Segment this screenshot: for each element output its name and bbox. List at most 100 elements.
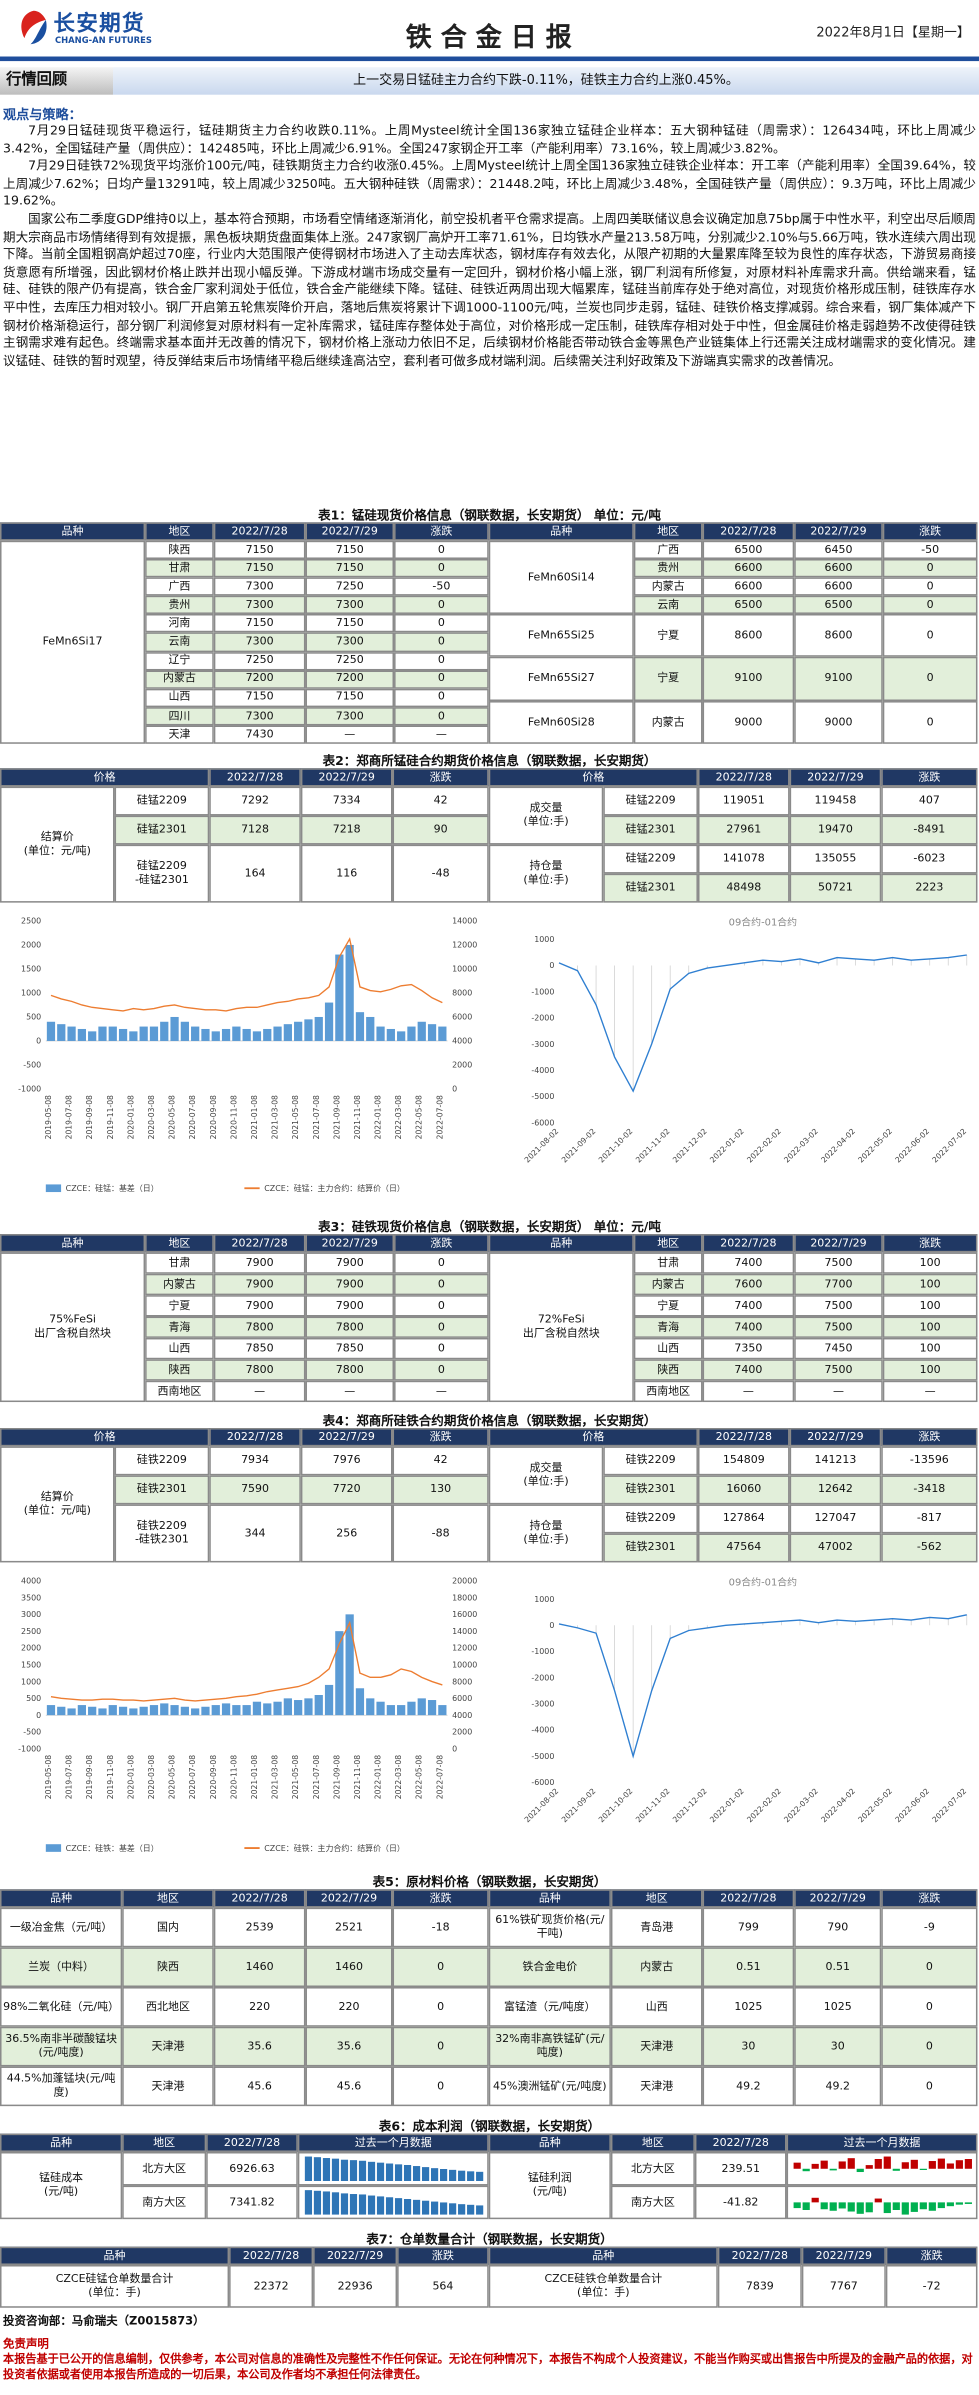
table-cell: — (702, 1380, 795, 1403)
bar (57, 1706, 66, 1716)
table-cell: 6600 (794, 558, 883, 578)
table-cell: 7900 (213, 1295, 306, 1317)
spark-bar (430, 2168, 438, 2181)
table-cell: 价格 (488, 1428, 698, 1447)
bar (139, 1706, 148, 1716)
table-cell: 45.6 (213, 2066, 306, 2107)
spark-bar (439, 2169, 447, 2181)
x-tick-label: 2022-07-02 (930, 1786, 968, 1824)
y-tick-label: 20000 (452, 1577, 477, 1586)
y-tick-label: 0 (36, 1037, 41, 1046)
spark-bar (810, 2197, 819, 2203)
bar (427, 1024, 437, 1041)
table-cell: 内蒙古 (610, 1947, 703, 1988)
table-cell: 22372 (229, 2264, 314, 2308)
table-cell: 青海 (145, 1316, 214, 1338)
table-cell: 6600 (702, 577, 795, 596)
x-tick-label: 2021-07-08 (312, 1755, 321, 1799)
table-cell: — (394, 725, 489, 744)
table-cell: 45.6 (305, 2066, 393, 2107)
table-cell: 344 (209, 1504, 301, 1563)
table-cell: 7900 (305, 1295, 395, 1317)
bar (46, 1705, 56, 1716)
x-tick-label: 2021-01-08 (250, 1095, 259, 1139)
table-cell: 北方大区 (122, 2151, 207, 2186)
x-tick-label: 2020-03-08 (147, 1095, 156, 1139)
table-cell: 山西 (610, 1987, 703, 2027)
bar (407, 1701, 416, 1716)
y-tick-label: 10000 (452, 965, 477, 974)
table-cell: 6600 (702, 558, 795, 578)
bar (273, 1701, 282, 1716)
spark-bar (466, 2204, 474, 2215)
x-tick-label: 2022-06-02 (893, 1786, 931, 1824)
table-cell: 地区 (145, 522, 214, 541)
bar (108, 1705, 117, 1716)
table-cell: 22936 (313, 2264, 398, 2308)
bar (180, 1706, 189, 1716)
table-cell: 成交量 (单位:手) (488, 1446, 604, 1505)
table-cell: 北方大区 (610, 2151, 695, 2186)
x-tick-label: 2022-01-02 (708, 1127, 746, 1165)
bar (304, 1019, 313, 1041)
spark-bar (828, 2168, 837, 2171)
table-cell: 0 (881, 1987, 978, 2027)
spark-bar (358, 2194, 366, 2215)
table-cell: 0 (394, 1337, 489, 1360)
table-cell: 0 (881, 2026, 978, 2067)
table-cell: 硅锰2209 (603, 786, 698, 816)
table-cell: 9000 (702, 700, 795, 744)
x-tick-label: 2022-07-02 (930, 1127, 968, 1165)
table-cell: -41.82 (694, 2185, 787, 2220)
table-cell: 品种 (0, 1889, 123, 1908)
spark-bar (385, 2163, 393, 2181)
table-title: 表1：锰硅现货价格信息（钢联数据，长安期货） 单位：元/吨 (318, 507, 661, 523)
table-cell: 0 (394, 540, 489, 560)
spark-bar (964, 2202, 972, 2204)
bar (252, 1031, 262, 1041)
spark-bar (918, 2202, 927, 2210)
x-tick-label: 2021-09-08 (332, 1755, 341, 1799)
bar (438, 1026, 447, 1041)
table-cell: 6500 (794, 595, 883, 614)
x-tick-label: 2019-07-08 (65, 1095, 74, 1139)
spark-bar (900, 2202, 909, 2215)
spark-bar (873, 2158, 882, 2169)
spark-bar (304, 2156, 312, 2181)
y-tick-label: -4000 (531, 1726, 554, 1735)
table-cell: 7800 (305, 1359, 395, 1381)
table-title: 表2：郑商所锰硅合约期货价格信息（钢联数据，长安期货） (322, 752, 657, 769)
table-cell: 硅锰2209 -硅锰2301 (114, 844, 210, 903)
table-cell: 239.51 (694, 2151, 787, 2186)
table-cell: 陕西 (145, 540, 214, 560)
bar (304, 1698, 313, 1716)
spark-bar (955, 2202, 963, 2205)
sparkline (792, 2156, 972, 2173)
table-cell: 硅锰2301 (603, 873, 698, 903)
bar (294, 1021, 303, 1041)
bar (191, 1026, 200, 1041)
table-cell: 2022/7/28 (209, 768, 301, 787)
table-cell: 宁夏 (145, 1295, 214, 1317)
y-tick-label: 1500 (21, 965, 41, 974)
spark-bar (946, 2163, 954, 2169)
bar (366, 1016, 375, 1041)
x-tick-label: 2021-05-08 (291, 1755, 300, 1799)
spark-bar (322, 2158, 330, 2181)
table-cell: 7767 (801, 2264, 886, 2308)
table-cell: 7800 (213, 1359, 306, 1381)
table-cell: 141213 (789, 1446, 882, 1476)
table-cell: 49.2 (702, 2066, 795, 2107)
bar (149, 1026, 159, 1041)
table-cell: 0 (394, 1295, 489, 1317)
table-title: 表5：原材料价格（钢联数据，长安期货） (372, 1873, 607, 1890)
spark-bar (421, 2200, 429, 2215)
table-cell: 27961 (697, 815, 790, 845)
table-cell: 山西 (633, 1337, 703, 1360)
table-cell: 锰硅成本 (元/吨) (0, 2151, 123, 2220)
report-date: 2022年8月1日【星期一】 (816, 25, 970, 42)
table-cell: 7150 (213, 559, 306, 578)
spark-bar (376, 2162, 384, 2181)
table-cell: 陕西 (122, 1947, 214, 1988)
table-cell: 42 (392, 1446, 489, 1476)
